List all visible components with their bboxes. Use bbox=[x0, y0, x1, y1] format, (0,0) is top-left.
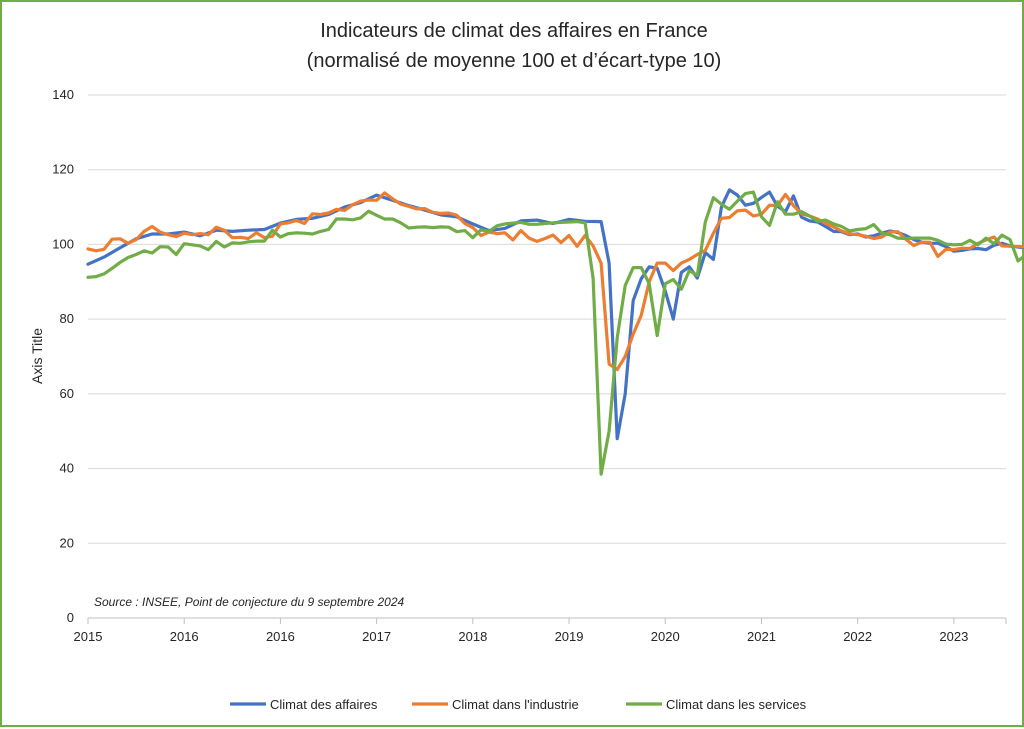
chart-title-line-2: (normalisé de moyenne 100 et d’écart-typ… bbox=[307, 50, 722, 72]
x-tick-label: 2022 bbox=[843, 629, 872, 644]
series-line-2 bbox=[86, 190, 1024, 476]
x-tick-label: 2015 bbox=[74, 629, 103, 644]
y-axis-title: Axis Title bbox=[29, 328, 45, 384]
y-tick-label: 40 bbox=[60, 461, 74, 476]
axes bbox=[87, 617, 1007, 624]
y-tick-label: 0 bbox=[67, 610, 74, 625]
x-tick-label: 2023 bbox=[939, 629, 968, 644]
legend-label-2: Climat dans les services bbox=[666, 697, 807, 712]
x-tick-label: 2018 bbox=[458, 629, 487, 644]
y-tick-label: 80 bbox=[60, 311, 74, 326]
legend: Climat des affaires Climat dans l'industr… bbox=[230, 697, 807, 712]
x-tick-label: 2016 bbox=[170, 629, 199, 644]
x-tick-label: 2017 bbox=[362, 629, 391, 644]
series-lines bbox=[86, 188, 1024, 476]
x-tick-labels: 2015 2016 2016 2017 2018 2019 2020 2021 2022 2023 bbox=[74, 629, 969, 644]
y-tick-label: 100 bbox=[52, 236, 74, 251]
x-tick-label: 2021 bbox=[747, 629, 776, 644]
y-tick-label: 60 bbox=[60, 386, 74, 401]
y-tick-label: 20 bbox=[60, 535, 74, 550]
x-tick-label: 2016 bbox=[266, 629, 295, 644]
source-annotation: Source : INSEE, Point de conjecture du 9… bbox=[94, 595, 405, 609]
x-tick-label: 2019 bbox=[555, 629, 584, 644]
y-tick-labels: 0 20 40 60 80 100 120 140 bbox=[52, 87, 74, 625]
series-line-0 bbox=[86, 188, 1024, 441]
legend-label-1: Climat dans l'industrie bbox=[452, 697, 579, 712]
gridlines bbox=[88, 94, 1006, 544]
y-tick-label: 120 bbox=[52, 162, 74, 177]
legend-label-0: Climat des affaires bbox=[270, 697, 378, 712]
chart-title-line-1: Indicateurs de climat des affaires en Fr… bbox=[320, 20, 708, 42]
y-tick-label: 140 bbox=[52, 87, 74, 102]
x-tick-label: 2020 bbox=[651, 629, 680, 644]
series-line-1 bbox=[86, 191, 1024, 372]
